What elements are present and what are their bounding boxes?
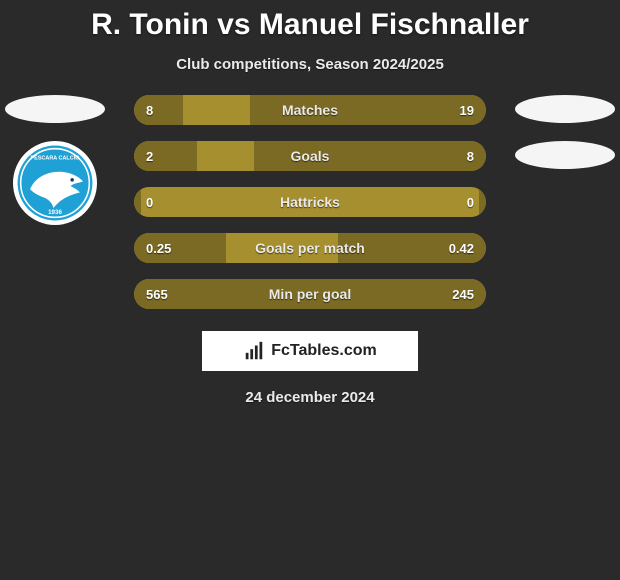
stat-row: Goals28	[134, 141, 486, 171]
stat-fill-left	[134, 233, 226, 263]
player-left-avatar-placeholder	[5, 95, 105, 123]
comparison-container: PESCARA CALCIO 1936 Matches819 Goals28 Hat…	[0, 95, 620, 309]
stat-row: Goals per match0.250.42	[134, 233, 486, 263]
stat-row: Hattricks00	[134, 187, 486, 217]
page-title: R. Tonin vs Manuel Fischnaller	[0, 0, 620, 42]
player-right-column	[510, 95, 620, 169]
svg-text:1936: 1936	[48, 209, 62, 216]
bar-chart-icon	[243, 340, 265, 362]
svg-text:PESCARA CALCIO: PESCARA CALCIO	[31, 156, 81, 162]
stat-row: Min per goal565245	[134, 279, 486, 309]
stat-fill-right	[370, 279, 486, 309]
footer-logo[interactable]: FcTables.com	[202, 331, 418, 371]
stat-rows: Matches819 Goals28 Hattricks00 Goals per ma…	[134, 95, 486, 309]
pescara-dolphin-icon: PESCARA CALCIO 1936	[16, 144, 94, 222]
stat-label: Hattricks	[134, 187, 486, 217]
stat-fill-right	[254, 141, 486, 171]
footer-date: 24 december 2024	[0, 389, 620, 406]
stat-fill-left	[134, 95, 183, 125]
stat-fill-left	[134, 141, 197, 171]
footer-logo-text: FcTables.com	[271, 342, 377, 360]
stat-row: Matches819	[134, 95, 486, 125]
stat-fill-left	[134, 187, 141, 217]
stat-fill-left	[134, 279, 370, 309]
stat-fill-right	[479, 187, 486, 217]
player-right-club-placeholder	[515, 141, 615, 169]
player-right-avatar-placeholder	[515, 95, 615, 123]
stat-fill-right	[250, 95, 486, 125]
player-left-club-badge: PESCARA CALCIO 1936	[13, 141, 97, 225]
player-left-column: PESCARA CALCIO 1936	[0, 95, 110, 225]
subtitle: Club competitions, Season 2024/2025	[0, 56, 620, 73]
stat-fill-right	[338, 233, 486, 263]
